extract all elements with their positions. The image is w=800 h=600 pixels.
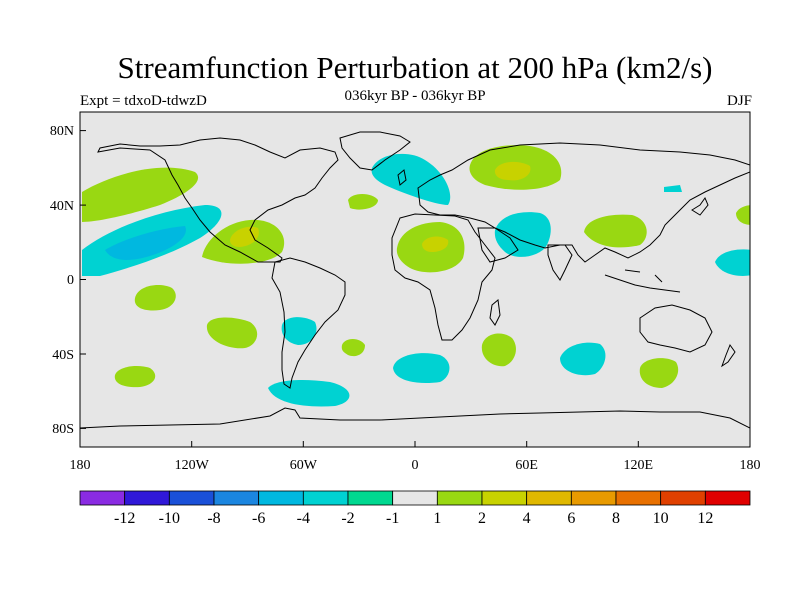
- coast-north-america: [97, 137, 339, 263]
- coastlines: [80, 131, 750, 429]
- colorbar-label: 4: [523, 510, 531, 527]
- y-tick-label: 80S: [52, 422, 74, 437]
- colorbar-box: [79, 490, 126, 506]
- colorbar-box: [213, 490, 260, 506]
- colorbar-box: [660, 490, 706, 506]
- coast-africa: [391, 213, 496, 341]
- colorbar-box: [258, 490, 304, 506]
- anomaly-region-np-west: [82, 167, 199, 222]
- coast-south-america: [271, 257, 346, 389]
- x-tick-label: 120E: [624, 458, 654, 473]
- anomaly-region-atlantic-north: [348, 194, 378, 210]
- coast-new-zealand: [721, 343, 736, 368]
- colorbar-label: 1: [433, 510, 441, 527]
- plot-subtitle: 036kyr BP - 036kyr BP: [344, 88, 486, 104]
- coast-india: [547, 244, 573, 281]
- experiment-label: Expt = tdxoD-tdwzD: [80, 93, 207, 109]
- coast-greenland: [339, 131, 411, 171]
- colorbar-label: -10: [159, 510, 180, 527]
- colorbar-box: [168, 490, 215, 506]
- anomaly-region-np-east: [715, 249, 750, 276]
- colorbar-label: -2: [341, 510, 354, 527]
- anomaly-region-sahara-core: [422, 236, 449, 252]
- coast-antarctica: [80, 407, 750, 429]
- colorbar-box: [124, 490, 170, 506]
- anomaly-region-siberia-core: [494, 161, 531, 181]
- y-tick-label: 40N: [50, 199, 74, 214]
- colorbar-box: [615, 490, 662, 506]
- colorbar-label: -12: [114, 510, 135, 527]
- season-label: DJF: [726, 93, 752, 109]
- colorbar-box: [570, 490, 617, 506]
- colorbar-label: -8: [207, 510, 220, 527]
- coast-japan: [691, 196, 709, 216]
- colorbar-label: -4: [297, 510, 310, 527]
- colorbar-box: [392, 490, 438, 506]
- anomaly-region-australia-south: [639, 358, 679, 388]
- y-tick-label: 0: [67, 273, 74, 288]
- anomaly-region-sp-south: [114, 366, 156, 388]
- y-tick-label: 80N: [50, 124, 74, 139]
- anomaly-region-tibet: [584, 214, 647, 248]
- coast-arabia: [477, 227, 519, 263]
- anomaly-region-madagascar: [481, 333, 516, 367]
- x-tick-label: 180: [70, 458, 91, 473]
- x-tick-label: 180: [740, 458, 761, 473]
- x-tick-label: 60E: [515, 458, 538, 473]
- colorbar-box: [347, 490, 394, 506]
- colorbar-label: 2: [478, 510, 486, 527]
- anomaly-region-pacific-core: [105, 226, 186, 260]
- axis-ticks: [79, 130, 751, 447]
- anomaly-region-sp-east: [206, 317, 258, 349]
- anomaly-region-sp-central: [134, 285, 176, 311]
- colorbar-label: 12: [697, 510, 713, 527]
- anomaly-region-east-asia: [664, 185, 682, 192]
- colorbar-label: 6: [567, 510, 575, 527]
- coast-uk: [397, 169, 407, 186]
- anomaly-region-south-atlantic-east: [393, 353, 450, 384]
- y-axis-labels: 80N 40N 0 40S 80S: [50, 124, 74, 437]
- anomaly-region-south-america: [281, 317, 317, 345]
- colorbar: [79, 490, 751, 506]
- coast-australia: [639, 304, 713, 353]
- y-tick-label: 40S: [52, 348, 74, 363]
- contour-fill-layer: [82, 145, 750, 407]
- x-tick-label: 120W: [175, 458, 210, 473]
- colorbar-box: [481, 490, 528, 506]
- x-tick-label: 0: [412, 458, 419, 473]
- colorbar-label: 10: [653, 510, 669, 527]
- colorbar-label: -6: [252, 510, 265, 527]
- coast-madagascar: [489, 299, 501, 326]
- colorbar-box: [526, 490, 572, 506]
- anomaly-region-south-atlantic-west: [341, 339, 365, 357]
- coast-eurasia: [417, 142, 750, 263]
- x-tick-label: 60W: [290, 458, 318, 473]
- colorbar-label: 8: [612, 510, 620, 527]
- colorbar-box: [436, 490, 483, 506]
- coast-indonesia: [604, 269, 681, 293]
- colorbar-labels: -12 -10 -8 -6 -4 -2 -1 1 2 4 6 8 10 12: [114, 510, 713, 527]
- colorbar-box: [704, 490, 751, 506]
- x-axis-labels: 180 120W 60W 0 60E 120E 180: [70, 458, 761, 473]
- anomaly-region-greenland: [371, 153, 451, 205]
- anomaly-region-caribbean-core: [230, 226, 259, 247]
- colorbar-label: -1: [386, 510, 399, 527]
- colorbar-box: [302, 490, 349, 506]
- plot-title: Streamfunction Perturbation at 200 hPa (…: [117, 50, 713, 85]
- anomaly-region-indian-ocean: [560, 342, 606, 376]
- anomaly-region-japan: [736, 205, 750, 225]
